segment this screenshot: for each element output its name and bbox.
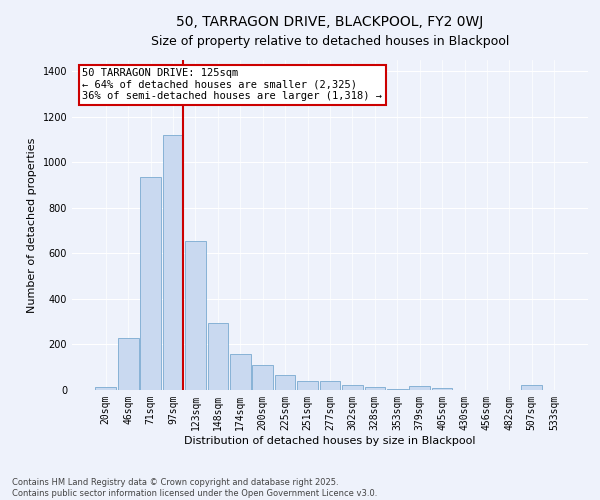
Bar <box>342 385 363 390</box>
Text: 50 TARRAGON DRIVE: 125sqm
← 64% of detached houses are smaller (2,325)
36% of se: 50 TARRAGON DRIVE: 125sqm ← 64% of detac… <box>82 68 382 102</box>
Bar <box>409 386 430 390</box>
Bar <box>320 381 340 390</box>
Bar <box>140 177 161 390</box>
Bar <box>275 375 295 390</box>
Text: 50, TARRAGON DRIVE, BLACKPOOL, FY2 0WJ: 50, TARRAGON DRIVE, BLACKPOOL, FY2 0WJ <box>176 15 484 29</box>
Text: Contains HM Land Registry data © Crown copyright and database right 2025.
Contai: Contains HM Land Registry data © Crown c… <box>12 478 377 498</box>
Bar <box>521 386 542 390</box>
Bar <box>163 135 184 390</box>
Bar <box>387 389 407 390</box>
Bar <box>95 386 116 390</box>
X-axis label: Distribution of detached houses by size in Blackpool: Distribution of detached houses by size … <box>184 436 476 446</box>
Y-axis label: Number of detached properties: Number of detached properties <box>27 138 37 312</box>
Bar <box>365 386 385 390</box>
Bar <box>253 366 273 390</box>
Bar <box>297 381 318 390</box>
Bar <box>208 323 228 390</box>
Bar <box>118 338 139 390</box>
Bar <box>230 354 251 390</box>
Text: Size of property relative to detached houses in Blackpool: Size of property relative to detached ho… <box>151 35 509 48</box>
Bar <box>185 241 206 390</box>
Bar <box>432 388 452 390</box>
